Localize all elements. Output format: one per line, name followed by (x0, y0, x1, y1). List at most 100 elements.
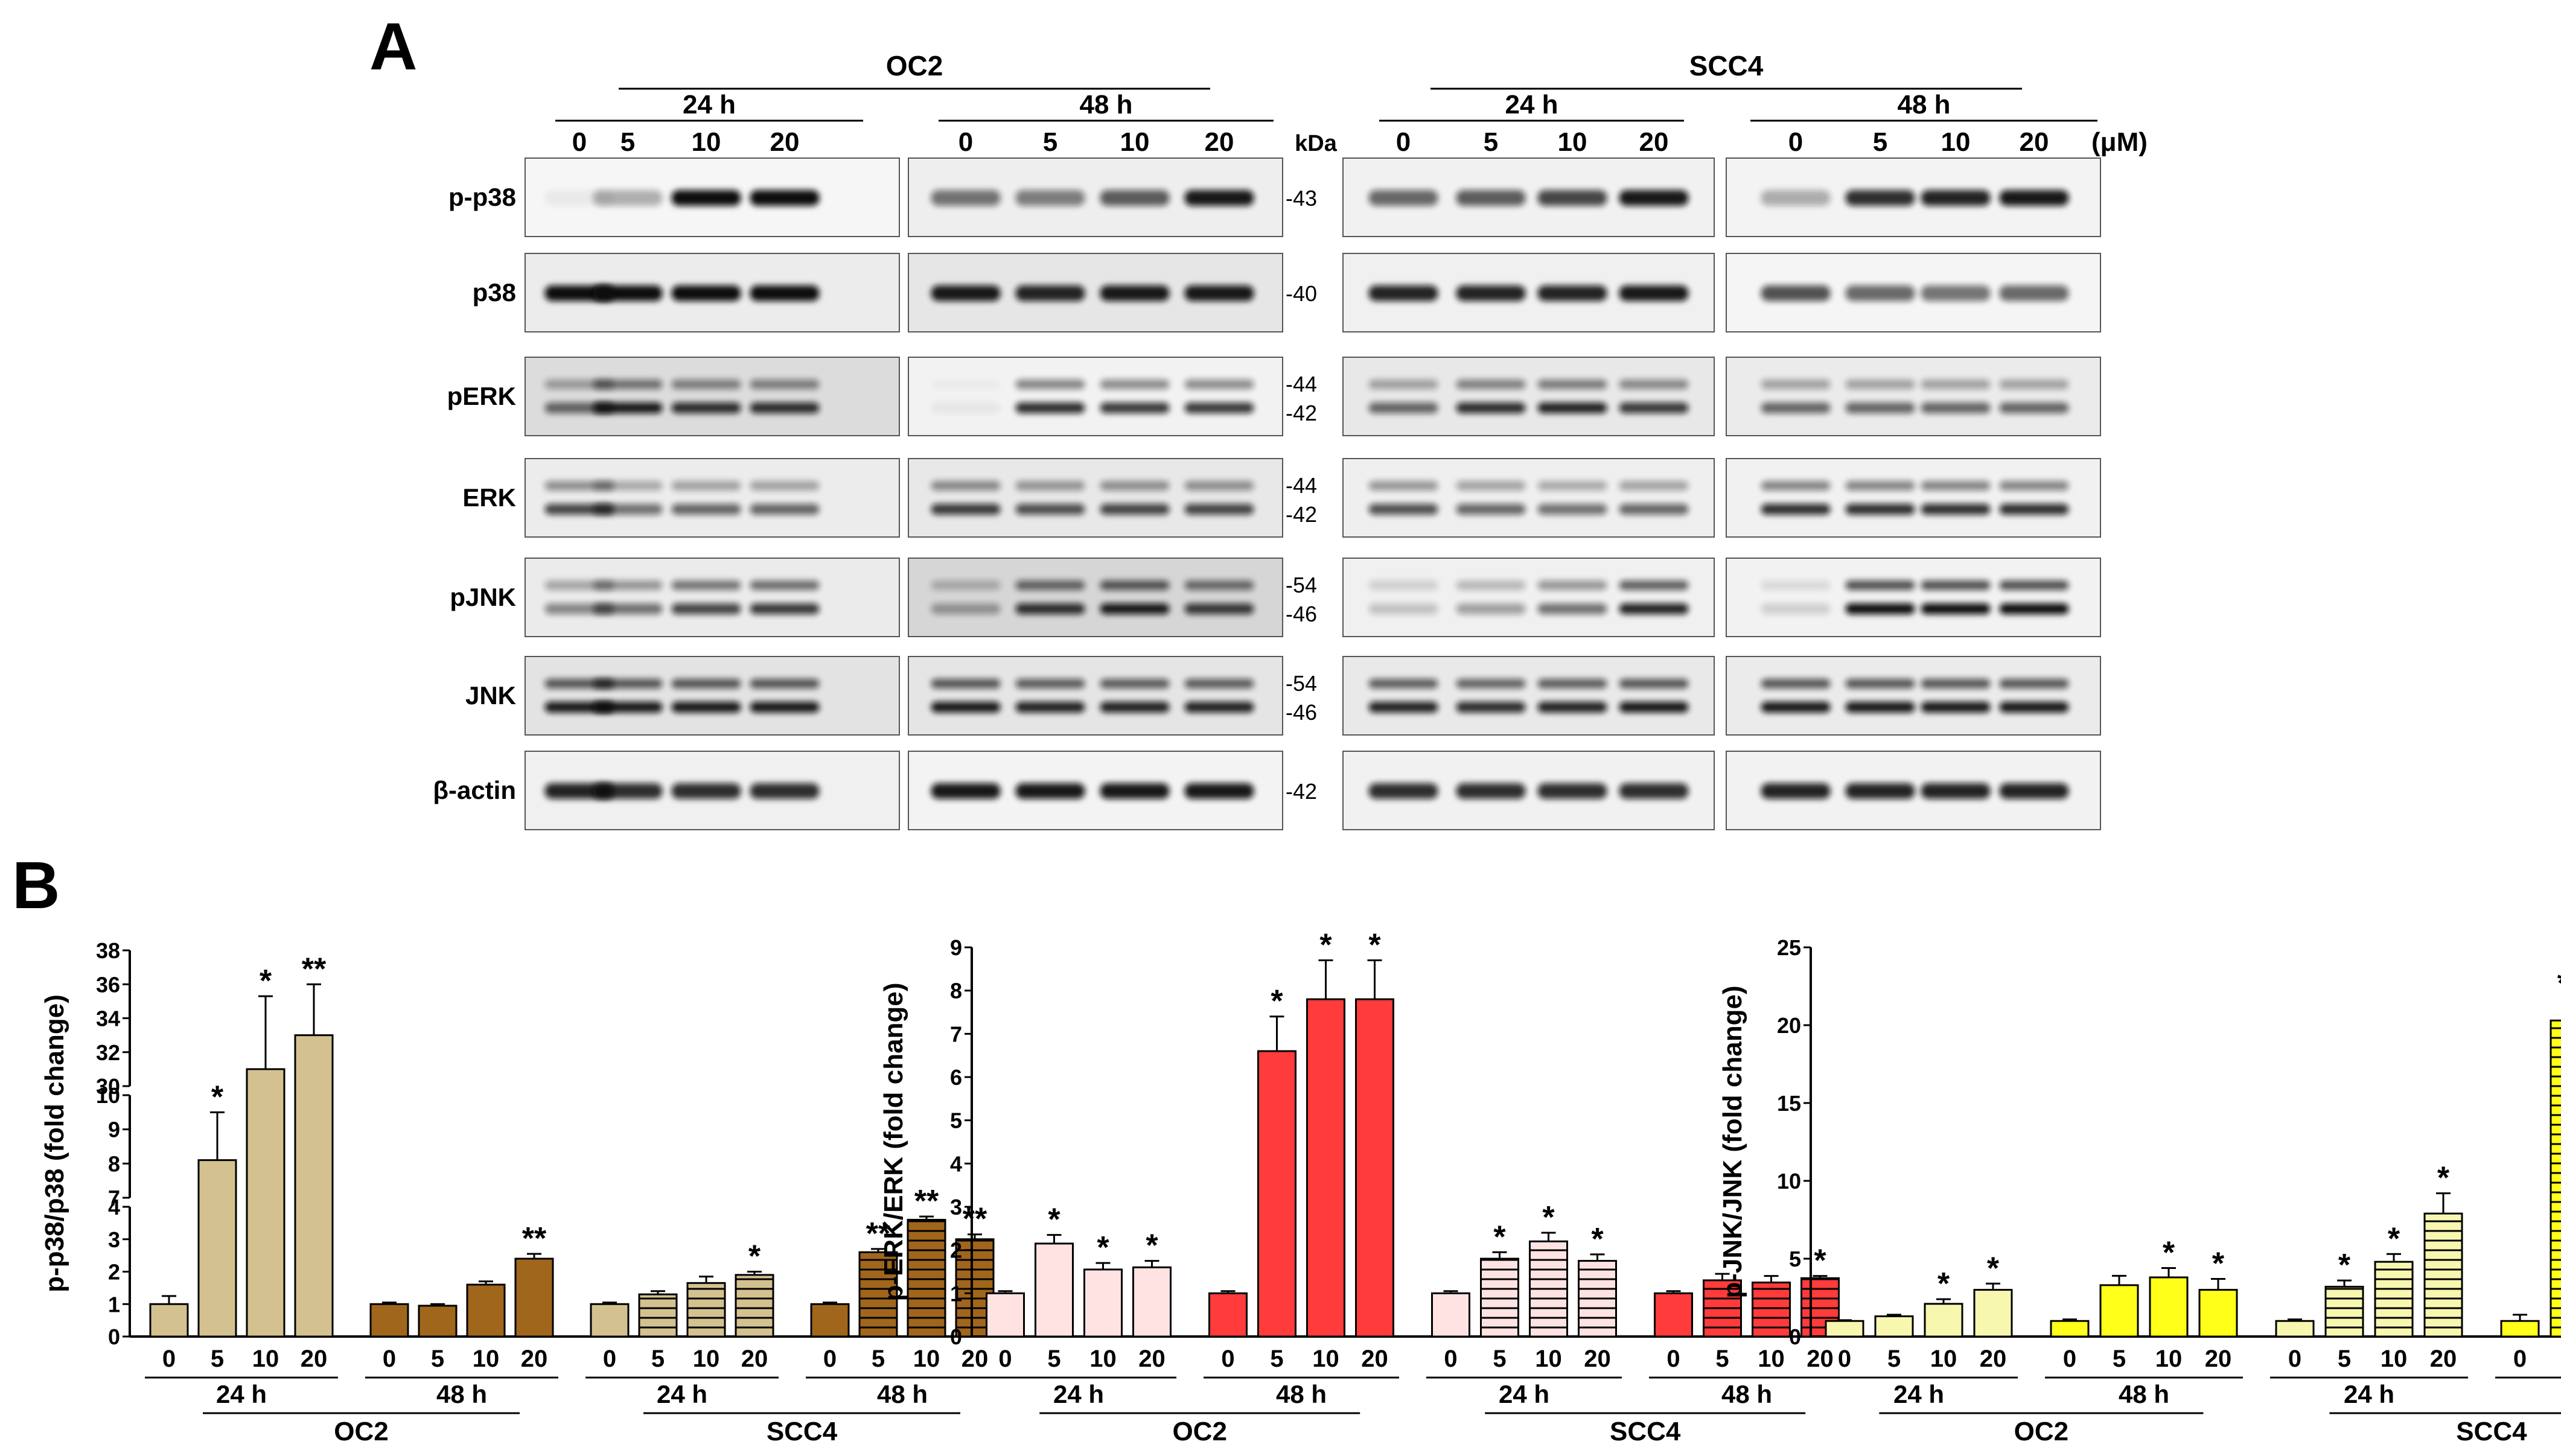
bar (2423, 1212, 2463, 1338)
dose-label: 0 (958, 127, 973, 157)
bar (2374, 1260, 2414, 1338)
blot-band-lower (1537, 702, 1607, 713)
blot-band-upper (1537, 481, 1607, 491)
blot-band-lower (1456, 603, 1526, 614)
blot-band-lower (1921, 702, 1991, 713)
bar (638, 1293, 678, 1338)
blot-band-upper (1619, 380, 1689, 389)
blot-band (1999, 783, 2069, 799)
blot-band-upper (671, 481, 741, 491)
blot-strip (908, 458, 1283, 538)
y-axis-label: p-JNK/JNK (fold change) (1718, 985, 1747, 1298)
blot-band-lower (593, 402, 663, 413)
blot-band-lower (1184, 402, 1254, 413)
cell-line-label: SCC4 (767, 1417, 838, 1446)
blot-band-upper (931, 481, 1001, 491)
dose-label: 10 (1120, 127, 1150, 157)
x-tick-label: 5 (211, 1346, 224, 1372)
bar (418, 1305, 458, 1338)
blot-band (750, 285, 820, 301)
blot-band-lower (931, 702, 1001, 713)
blot-band-upper (1999, 380, 2069, 389)
blot-band-lower (1537, 603, 1607, 614)
blot-strip (908, 656, 1283, 736)
blot-band-lower (1761, 504, 1831, 515)
significance-mark: * (1937, 1267, 1950, 1302)
x-tick-label: 10 (2155, 1346, 2183, 1372)
blot-band-upper (1921, 679, 1991, 688)
blot-band-upper (1845, 679, 1915, 688)
blot-band-upper (1761, 580, 1831, 590)
blot-strip (1342, 458, 1715, 538)
blot-band-upper (1015, 380, 1085, 389)
bar (369, 1303, 409, 1338)
blot-strip (1726, 656, 2101, 736)
blot-band-upper (1537, 380, 1607, 389)
y-tick-label: 2 (950, 1238, 962, 1263)
blot-band-lower (593, 702, 663, 713)
x-tick-label: 10 (2381, 1346, 2408, 1372)
cell-line-label: OC2 (1172, 1417, 1226, 1446)
significance-mark: * (2388, 1221, 2400, 1256)
significance-mark: ** (2557, 966, 2561, 1001)
dose-label: 20 (770, 127, 800, 157)
blot-band-lower (1999, 702, 2069, 713)
blot-band-lower (1619, 603, 1689, 614)
y-tick-label: 5 (1789, 1247, 1801, 1271)
blot-band (1015, 783, 1085, 799)
x-tick-label: 20 (741, 1346, 768, 1372)
blot-band-upper (593, 580, 663, 590)
blot-band (1015, 285, 1085, 301)
cell-line-label: OC2 (334, 1417, 388, 1446)
significance-mark: ** (522, 1221, 547, 1256)
mw-marker: -44 (1286, 372, 1317, 396)
x-tick-label: 0 (1221, 1346, 1234, 1372)
dose-label: 5 (1873, 127, 1887, 157)
x-tick-label: 0 (383, 1346, 396, 1372)
blot-band-upper (593, 380, 663, 389)
bar (986, 1292, 1025, 1338)
group-label: 24 h (1893, 1380, 1944, 1408)
blot-band (1999, 285, 2069, 301)
blot-band-lower (1015, 402, 1085, 413)
x-tick-label: 20 (1361, 1346, 1388, 1372)
dose-label: 5 (620, 127, 635, 157)
significance-mark: * (1097, 1230, 1109, 1265)
x-tick-label: 0 (998, 1346, 1012, 1372)
y-tick-label: 8 (950, 979, 962, 1003)
blot-band-lower (1368, 603, 1438, 614)
blot-band-upper (1015, 679, 1085, 688)
blot-strip (908, 357, 1283, 436)
x-tick-label: 10 (473, 1346, 500, 1372)
blot-band-upper (1368, 580, 1438, 590)
protein-label: pJNK (450, 583, 516, 611)
blot-band (1100, 190, 1170, 206)
y-tick-label: 32 (96, 1040, 120, 1065)
blot-band (1100, 783, 1170, 799)
x-tick-label: 5 (431, 1346, 444, 1372)
mw-marker: -42 (1286, 502, 1317, 527)
bar (1654, 1292, 1693, 1338)
blot-band (1184, 285, 1254, 301)
blot-band-lower (1368, 402, 1438, 413)
y-tick-label: 6 (950, 1065, 962, 1090)
x-tick-label: 20 (1807, 1346, 1834, 1372)
significance-mark: * (1146, 1229, 1158, 1264)
blot-band-lower (1845, 504, 1915, 515)
x-tick-label: 10 (1758, 1346, 1785, 1372)
blot-band-lower (593, 504, 663, 515)
blot-band-lower (1619, 702, 1689, 713)
blot-band-lower (1619, 504, 1689, 515)
blot-band-lower (1619, 402, 1689, 413)
bar (2550, 1019, 2561, 1338)
blot-band-lower (931, 402, 1001, 413)
blot-strip (1726, 558, 2101, 637)
y-tick-label: 38 (96, 938, 120, 963)
blot-band-lower (931, 504, 1001, 515)
blot-band-lower (931, 603, 1001, 614)
x-tick-label: 5 (651, 1346, 665, 1372)
y-tick-label: 30 (96, 1074, 120, 1099)
